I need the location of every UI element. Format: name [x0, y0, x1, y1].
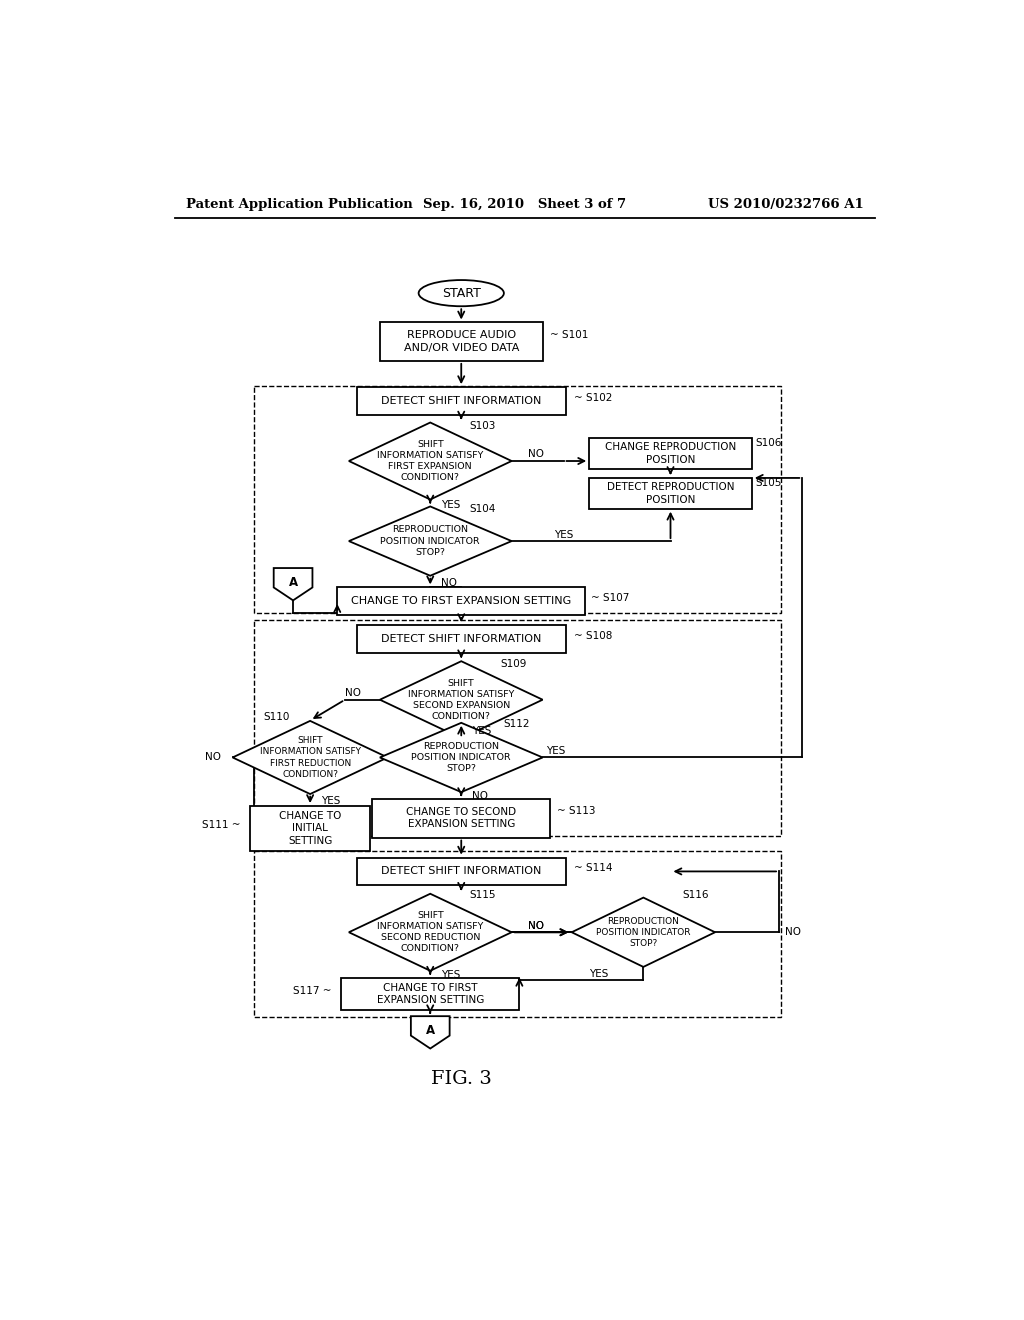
Polygon shape [232, 721, 388, 795]
Text: CHANGE TO FIRST EXPANSION SETTING: CHANGE TO FIRST EXPANSION SETTING [351, 597, 571, 606]
Bar [254, 385, 781, 612]
Bar [589, 438, 752, 469]
Text: DETECT SHIFT INFORMATION: DETECT SHIFT INFORMATION [381, 866, 542, 876]
Text: US 2010/0232766 A1: US 2010/0232766 A1 [709, 198, 864, 211]
Text: START: START [441, 286, 480, 300]
Text: Sep. 16, 2010   Sheet 3 of 7: Sep. 16, 2010 Sheet 3 of 7 [423, 198, 627, 211]
Text: YES: YES [441, 970, 461, 979]
Text: NO: NO [528, 449, 545, 459]
Text: YES: YES [554, 529, 573, 540]
Polygon shape [411, 1016, 450, 1048]
Text: SHIFT
INFORMATION SATISFY
FIRST EXPANSION
CONDITION?: SHIFT INFORMATION SATISFY FIRST EXPANSIO… [377, 440, 483, 482]
Text: FIG. 3: FIG. 3 [431, 1069, 492, 1088]
Text: A: A [289, 576, 298, 589]
Text: YES: YES [589, 969, 608, 979]
Text: ~ S101: ~ S101 [550, 330, 589, 341]
Text: CHANGE TO FIRST
EXPANSION SETTING: CHANGE TO FIRST EXPANSION SETTING [377, 982, 484, 1005]
Text: DETECT SHIFT INFORMATION: DETECT SHIFT INFORMATION [381, 396, 542, 407]
Polygon shape [349, 422, 512, 499]
Text: S103: S103 [469, 421, 496, 430]
Text: YES: YES [321, 796, 340, 805]
Text: YES: YES [441, 500, 461, 510]
Text: ~ S113: ~ S113 [557, 805, 595, 816]
Text: CHANGE TO
INITIAL
SETTING: CHANGE TO INITIAL SETTING [279, 810, 341, 846]
Text: S117 ~: S117 ~ [293, 986, 331, 995]
Text: ~ S108: ~ S108 [573, 631, 612, 640]
Text: A: A [426, 1024, 435, 1038]
Text: NO: NO [345, 688, 360, 698]
Text: REPRODUCTION
POSITION INDICATOR
STOP?: REPRODUCTION POSITION INDICATOR STOP? [381, 525, 480, 557]
Polygon shape [380, 723, 543, 792]
Text: NO: NO [528, 921, 545, 931]
Text: REPRODUCTION
POSITION INDICATOR
STOP?: REPRODUCTION POSITION INDICATOR STOP? [412, 742, 511, 774]
Bar [250, 807, 371, 850]
Text: NO: NO [472, 791, 488, 801]
Polygon shape [349, 894, 512, 970]
Text: S111 ~: S111 ~ [202, 820, 241, 830]
Text: S106: S106 [756, 437, 782, 447]
Text: REPRODUCE AUDIO
AND/OR VIDEO DATA: REPRODUCE AUDIO AND/OR VIDEO DATA [403, 330, 519, 352]
Bar [589, 478, 752, 508]
Bar [356, 387, 566, 414]
Bar [254, 620, 781, 836]
Bar [380, 322, 543, 360]
Text: S110: S110 [263, 713, 290, 722]
Bar [254, 851, 781, 1016]
Text: SHIFT
INFORMATION SATISFY
SECOND EXPANSION
CONDITION?: SHIFT INFORMATION SATISFY SECOND EXPANSI… [408, 678, 514, 721]
Text: DETECT REPRODUCTION
POSITION: DETECT REPRODUCTION POSITION [607, 482, 734, 504]
Text: NO: NO [528, 921, 545, 931]
Bar [372, 799, 550, 837]
Text: YES: YES [547, 746, 566, 755]
Polygon shape [349, 507, 512, 576]
Text: S105: S105 [756, 478, 782, 487]
Bar [341, 978, 519, 1010]
Text: DETECT SHIFT INFORMATION: DETECT SHIFT INFORMATION [381, 634, 542, 644]
Text: SHIFT
INFORMATION SATISFY
FIRST REDUCTION
CONDITION?: SHIFT INFORMATION SATISFY FIRST REDUCTIO… [260, 737, 360, 779]
Polygon shape [571, 898, 715, 966]
Text: S116: S116 [682, 890, 709, 900]
Text: S115: S115 [469, 890, 496, 900]
Polygon shape [273, 568, 312, 601]
Bar [337, 587, 586, 615]
Text: SHIFT
INFORMATION SATISFY
SECOND REDUCTION
CONDITION?: SHIFT INFORMATION SATISFY SECOND REDUCTI… [377, 911, 483, 953]
Text: YES: YES [472, 726, 492, 737]
Text: NO: NO [785, 927, 801, 937]
Text: CHANGE REPRODUCTION
POSITION: CHANGE REPRODUCTION POSITION [605, 442, 736, 465]
Bar [356, 858, 566, 886]
Ellipse shape [419, 280, 504, 306]
Text: S104: S104 [469, 504, 496, 513]
Text: REPRODUCTION
POSITION INDICATOR
STOP?: REPRODUCTION POSITION INDICATOR STOP? [596, 916, 690, 948]
Polygon shape [380, 661, 543, 738]
Text: S112: S112 [504, 718, 530, 729]
Text: ~ S114: ~ S114 [573, 863, 612, 874]
Text: NO: NO [205, 752, 221, 763]
Text: NO: NO [441, 578, 457, 587]
Text: CHANGE TO SECOND
EXPANSION SETTING: CHANGE TO SECOND EXPANSION SETTING [407, 807, 516, 829]
Text: ~ S102: ~ S102 [573, 393, 612, 403]
Bar [356, 626, 566, 653]
Text: Patent Application Publication: Patent Application Publication [186, 198, 413, 211]
Text: ~ S107: ~ S107 [592, 593, 630, 603]
Text: S109: S109 [500, 659, 526, 669]
